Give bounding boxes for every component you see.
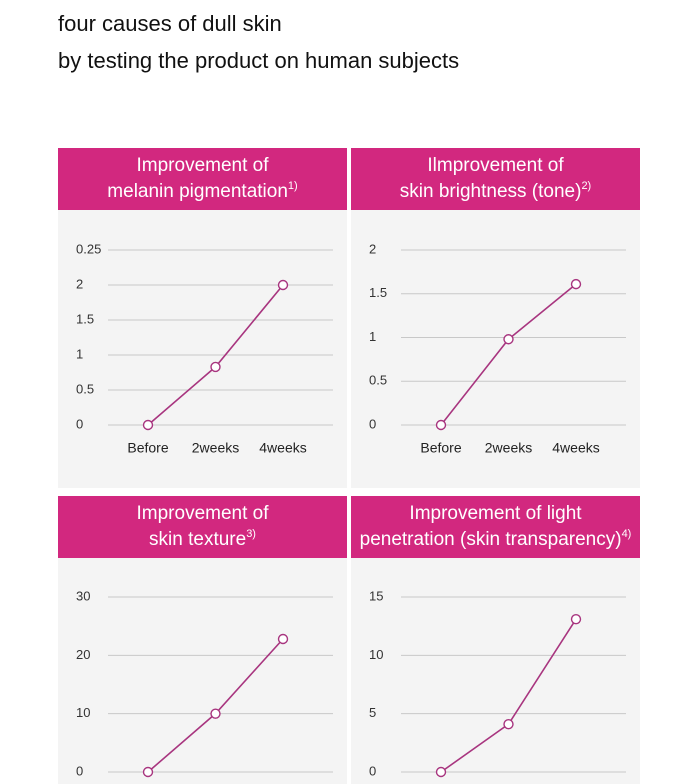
y-tick-label: 1.5 [76, 311, 94, 326]
title-bar [58, 148, 347, 210]
panel-title: penetration (skin transparency)4) [360, 528, 632, 550]
title-note: 4) [622, 528, 632, 540]
panel-title: Improvement of [137, 155, 270, 176]
title-bar [351, 496, 640, 558]
panel-title: Improvement of light [409, 503, 582, 524]
data-point [142, 419, 154, 431]
panel-title: Ilmprovement of [427, 155, 564, 176]
data-point [277, 633, 289, 645]
title-note: 3) [246, 528, 256, 540]
panel-bg [58, 558, 347, 784]
y-tick-label: 0.5 [76, 381, 94, 396]
y-tick-label: 15 [369, 588, 383, 603]
y-tick-label: 1 [76, 346, 83, 361]
data-point [210, 361, 221, 373]
x-tick-label: Before [127, 440, 168, 456]
y-tick-label: 2 [369, 241, 376, 256]
y-tick-label: 0 [76, 416, 83, 431]
y-tick-label: 0 [369, 763, 376, 778]
x-tick-label: 4weeks [552, 440, 599, 456]
y-tick-label: 0 [369, 416, 376, 431]
data-point [503, 334, 514, 345]
data-point [435, 419, 447, 431]
x-tick-label: 4weeks [259, 440, 306, 456]
y-tick-label: 0.25 [76, 241, 101, 256]
title-note: 1) [288, 180, 298, 192]
data-point [277, 279, 289, 291]
y-tick-label: 10 [369, 647, 383, 662]
y-tick-label: 0 [76, 763, 83, 778]
data-point [503, 718, 514, 730]
data-point [570, 278, 582, 290]
intro-line: by testing the product on human subjects [58, 48, 459, 73]
x-tick-label: 2weeks [192, 440, 239, 456]
panel-bg [351, 558, 640, 784]
panel-title: melanin pigmentation1) [107, 180, 297, 202]
title-note: 2) [581, 180, 591, 192]
y-tick-label: 2 [76, 276, 83, 291]
x-tick-label: 2weeks [485, 440, 532, 456]
title-bar [351, 148, 640, 210]
y-tick-label: 10 [76, 705, 90, 720]
x-tick-label: Before [420, 440, 461, 456]
panel-bg [351, 210, 640, 488]
y-tick-label: 1 [369, 329, 376, 344]
title-bar [58, 496, 347, 558]
data-point [210, 708, 221, 719]
y-tick-label: 1.5 [369, 285, 387, 300]
y-tick-label: 0.5 [369, 373, 387, 388]
intro-line: four causes of dull skin [58, 11, 282, 36]
data-point [142, 766, 154, 778]
y-tick-label: 20 [76, 647, 90, 662]
panel-title: Improvement of [137, 503, 270, 524]
panel-title: skin brightness (tone)2) [400, 180, 591, 202]
panel-title: skin texture3) [149, 528, 256, 550]
y-tick-label: 30 [76, 588, 90, 603]
panel-bg [58, 210, 347, 488]
data-point [570, 613, 582, 625]
data-point [435, 766, 447, 778]
y-tick-label: 5 [369, 705, 376, 720]
